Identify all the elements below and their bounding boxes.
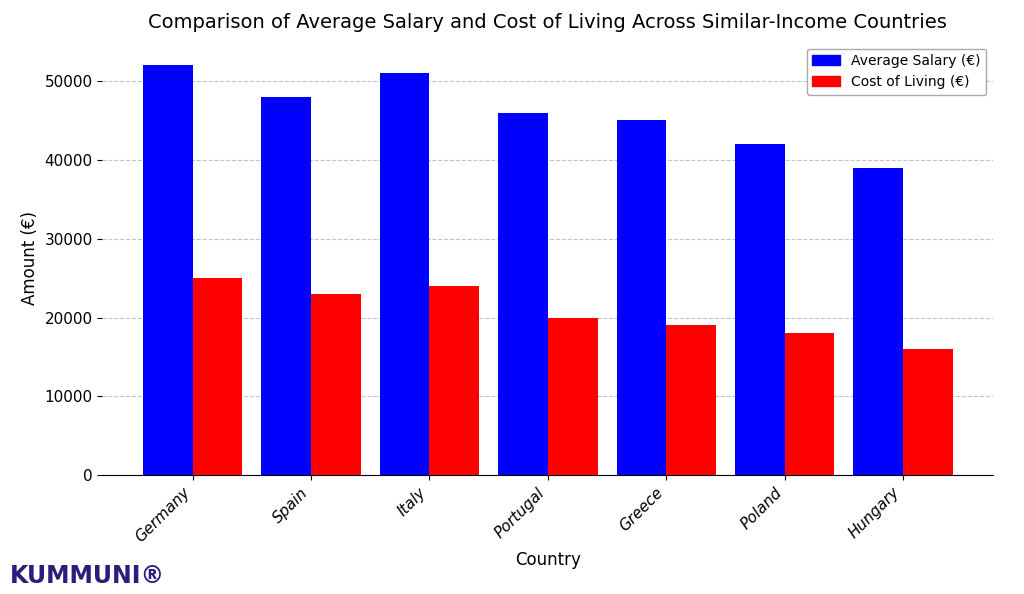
Bar [429,286,479,475]
Bar [853,168,903,475]
Bar [380,73,429,475]
Bar [735,144,784,475]
Text: KUMMUNI®: KUMMUNI® [10,564,165,588]
Bar [548,318,598,475]
Bar [311,294,360,475]
Bar [903,349,952,475]
Y-axis label: Amount (€): Amount (€) [20,211,39,305]
Bar [143,65,193,475]
Bar [261,97,311,475]
X-axis label: Country: Country [515,551,581,569]
Bar [193,278,243,475]
Bar [616,121,667,475]
Title: Comparison of Average Salary and Cost of Living Across Similar-Income Countries: Comparison of Average Salary and Cost of… [148,12,947,31]
Bar [498,112,548,475]
Bar [784,333,835,475]
Legend: Average Salary (€), Cost of Living (€): Average Salary (€), Cost of Living (€) [807,49,986,94]
Bar [667,326,716,475]
